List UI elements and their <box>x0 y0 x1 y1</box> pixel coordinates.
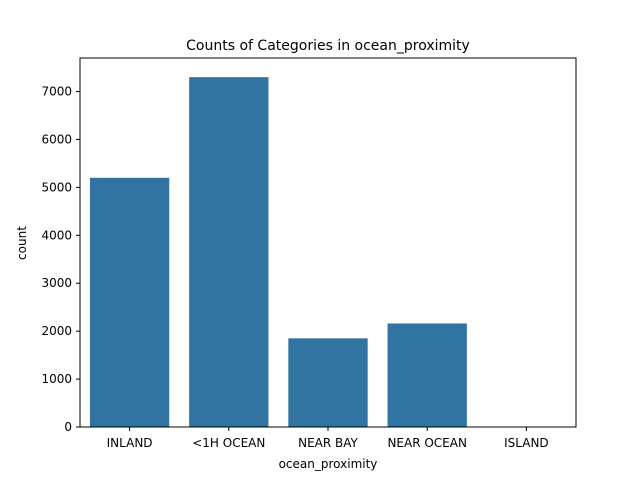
x-tick-label: ISLAND <box>504 436 549 450</box>
y-tick-label: 4000 <box>41 228 72 242</box>
bar-1h-ocean <box>189 77 268 427</box>
y-tick-label: 7000 <box>41 85 72 99</box>
x-tick-label: INLAND <box>107 436 153 450</box>
chart-title: Counts of Categories in ocean_proximity <box>186 38 470 54</box>
y-axis: 0 1000 2000 3000 4000 5000 6000 7000 <box>41 85 80 434</box>
y-tick-label: 5000 <box>41 180 72 194</box>
x-axis: INLAND <1H OCEAN NEAR BAY NEAR OCEAN ISLAND <box>107 427 549 450</box>
y-tick-label: 0 <box>64 420 72 434</box>
bar-inland <box>90 178 169 427</box>
y-tick-label: 2000 <box>41 324 72 338</box>
bar-near-ocean <box>388 323 467 427</box>
y-tick-label: 3000 <box>41 276 72 290</box>
x-tick-label: NEAR BAY <box>298 436 358 450</box>
y-axis-label: count <box>15 226 29 260</box>
bar-near-bay <box>288 338 367 427</box>
x-axis-label: ocean_proximity <box>279 457 378 471</box>
x-tick-label: <1H OCEAN <box>192 436 265 450</box>
y-tick-label: 1000 <box>41 372 72 386</box>
y-tick-label: 6000 <box>41 132 72 146</box>
x-tick-label: NEAR OCEAN <box>387 436 467 450</box>
bars <box>90 77 566 427</box>
